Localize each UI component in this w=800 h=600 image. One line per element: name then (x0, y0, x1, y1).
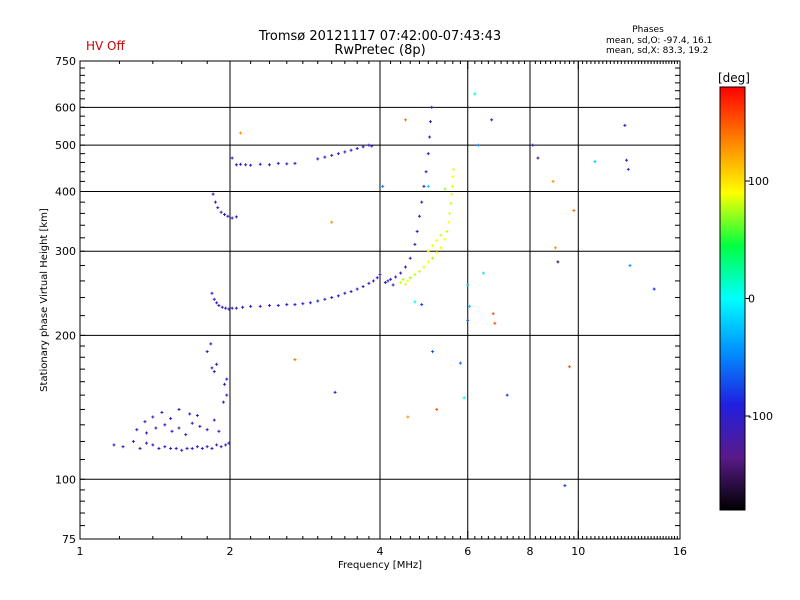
x-tick-label: 6 (464, 545, 471, 558)
phases-o-mode: mean, sd,O: -97.4, 16.1 (606, 36, 712, 46)
y-tick-label: 200 (55, 329, 76, 342)
y-tick-label: 750 (55, 55, 76, 68)
x-tick-label: 1 (77, 545, 84, 558)
x-tick-label: 4 (377, 545, 384, 558)
phases-title: Phases (632, 25, 664, 35)
x-tick-label: 8 (527, 545, 534, 558)
colorbar-tick-label: 100 (748, 175, 769, 188)
y-tick-label: 400 (55, 185, 76, 198)
y-tick-labels: 75 100 200 300 400 500 600 750 (55, 55, 76, 546)
y-tick-label: 600 (55, 101, 76, 114)
ionogram-chart: Tromsø 20121117 07:42:00-07:43:43 RwPret… (0, 0, 800, 600)
colorbar-unit-label: [deg] (718, 71, 750, 85)
colorbar-tick-label: 0 (748, 293, 755, 306)
chart-subtitle: RwPretec (8p) (334, 43, 425, 58)
x-tick-labels: 1 2 4 6 8 10 16 (77, 545, 688, 558)
x-tick-label: 10 (571, 545, 585, 558)
x-tick-label: 2 (227, 545, 234, 558)
y-tick-label: 500 (55, 139, 76, 152)
phases-x-mode: mean, sd,X: 83.3, 19.2 (606, 46, 708, 56)
colorbar-tick-label: -100 (748, 410, 773, 423)
phase-colorbar (720, 87, 745, 510)
hv-status-label: HV Off (86, 39, 125, 53)
x-tick-label: 16 (673, 545, 687, 558)
y-tick-label: 300 (55, 245, 76, 258)
y-tick-label: 100 (55, 473, 76, 486)
x-axis-title: Frequency [MHz] (338, 560, 422, 571)
y-axis-title: Stationary phase Virtual Height [km] (39, 208, 50, 392)
y-tick-label: 75 (62, 533, 76, 546)
chart-title: Tromsø 20121117 07:42:00-07:43:43 (258, 29, 501, 44)
colorbar-ticks: 100 0 -100 (745, 175, 773, 423)
